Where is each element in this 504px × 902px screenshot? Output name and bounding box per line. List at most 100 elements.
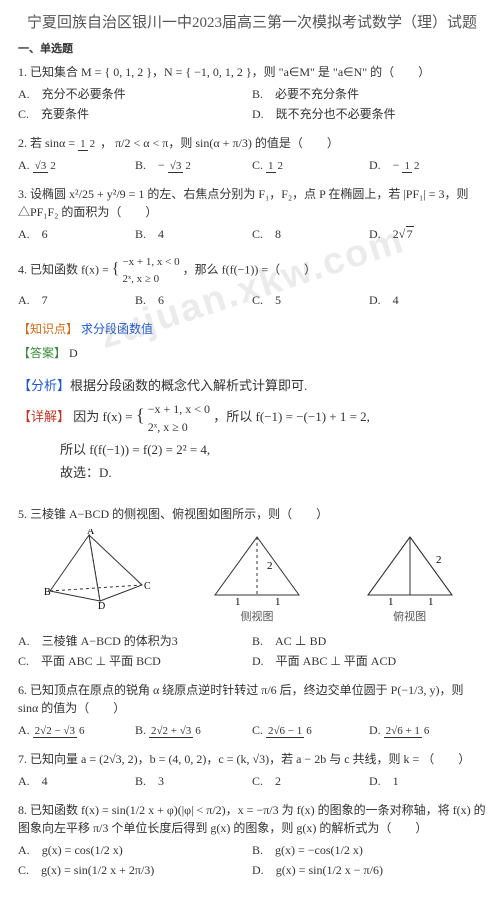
q8-b-lbl: B.: [252, 843, 263, 857]
question-6: 6. 已知顶点在原点的锐角 α 绕原点逆时针转过 π/6 后，终边交单位圆于 P…: [18, 681, 486, 740]
question-2: 2. 若 sinα = 12 ， π/2 < α < π，则 sin(α + π…: [18, 134, 486, 175]
svg-text:2: 2: [436, 554, 442, 566]
q2-option-a: A. √32: [18, 155, 135, 175]
q5-option-a: A. 三棱锥 A−BCD 的体积为3: [18, 631, 252, 651]
q2-expr: sin(α + π/3): [195, 136, 251, 150]
q8-option-a: A. g(x) = cos(1/2 x): [18, 840, 252, 860]
svg-text:D: D: [98, 601, 105, 609]
q3-option-a: A. 6: [18, 224, 135, 244]
q6-a-den: 6: [77, 725, 87, 737]
question-4: 4. 已知函数 f(x) = { −x + 1, x < 0 2ˣ, x ≥ 0…: [18, 254, 486, 310]
svg-text:B: B: [44, 587, 51, 598]
q2-a-lbl: A.: [18, 158, 30, 172]
q5-option-c: C. 平面 ABC ⊥ 平面 BCD: [18, 651, 252, 671]
q1-stem: 1. 已知集合 M = { 0, 1, 2 }，N = { −1, 0, 1, …: [18, 63, 486, 81]
q2-mid: ，: [100, 136, 112, 150]
q8-option-b: B. g(x) = −cos(1/2 x): [252, 840, 486, 860]
q8-option-d: D. g(x) = sin(1/2 x − π/6): [252, 860, 486, 880]
analysis-fx-label: 【分析】: [18, 378, 70, 393]
q2-b-lbl: B. −: [135, 158, 165, 172]
q2-d-num: 1: [402, 160, 412, 173]
q4-option-b: B. 6: [135, 290, 252, 310]
q2-option-d: D. − 12: [369, 155, 486, 175]
q1-option-d: D. 既不充分也不必要条件: [252, 104, 486, 124]
analysis-fx-text: 根据分段函数的概念代入解析式计算即可.: [70, 378, 307, 393]
answer-line: 【答案】 D: [18, 344, 486, 362]
analysis-l1a: 因为 f(x) =: [73, 408, 136, 423]
q2-stem: 2. 若 sinα = 12 ， π/2 < α < π，则 sin(α + π…: [18, 134, 486, 152]
q1-option-b: B. 必要不充分条件: [252, 84, 486, 104]
analysis-piece2: 2ˣ, x ≥ 0: [148, 420, 188, 434]
q2-range: π/2 < α < π: [115, 136, 168, 150]
q3-option-c: C. 8: [252, 224, 369, 244]
q6-c-num: 2√6 − 1: [266, 725, 304, 738]
q4-piece2: 2ˣ, x ≥ 0: [122, 273, 159, 285]
q1-option-a: A. 充分不必要条件: [18, 84, 252, 104]
svg-text:C: C: [144, 581, 151, 592]
q7-option-a: A. 4: [18, 771, 135, 791]
q2-tail: 的值是（ ）: [255, 136, 339, 150]
q4-option-c: C. 5: [252, 290, 369, 310]
q2-b-num: √3: [168, 160, 184, 173]
knowledge-point: 【知识点】 求分段函数值: [18, 320, 486, 338]
top-view-label: 俯视图: [360, 609, 460, 626]
q2-d-den: 2: [412, 160, 422, 172]
q2-b-den: 2: [183, 160, 193, 172]
analysis-l1b: ，所以 f(−1) = −(−1) + 1 = 2,: [213, 408, 370, 423]
q6-c-den: 6: [304, 725, 314, 737]
kp-label: 【知识点】: [18, 322, 78, 336]
q8-c-lbl: C.: [18, 863, 29, 877]
tetra-3d-icon: A B C D: [44, 529, 154, 626]
top-view-icon: 2 1 1 俯视图: [360, 529, 460, 626]
q3-eq: x²/25 + y²/9 = 1: [69, 187, 144, 201]
question-7: 7. 已知向量 a = (2√3, 2)，b = (4, 0, 2)，c = (…: [18, 750, 486, 791]
q2-a-num: √3: [33, 160, 49, 173]
q6-b-den: 6: [193, 725, 203, 737]
svg-text:1: 1: [275, 596, 281, 608]
q3-stem: 3. 设椭圆 x²/25 + y²/9 = 1 的左、右焦点分别为 F₁，F₂，…: [18, 185, 486, 221]
analysis-xq-label: 【详解】: [18, 408, 70, 423]
question-8: 8. 已知函数 f(x) = sin(1/2 x + φ)(|φ| < π/2)…: [18, 801, 486, 880]
q6-c-lbl: C.: [252, 723, 263, 737]
q3-option-d: D. 2 7: [369, 224, 486, 244]
section-heading: 一、单选题: [18, 41, 486, 58]
svg-text:A: A: [87, 529, 95, 537]
svg-text:1: 1: [235, 596, 241, 608]
analysis-block: 【分析】根据分段函数的概念代入解析式计算即可. 【详解】 因为 f(x) = {…: [18, 368, 486, 491]
q5-diagrams: A B C D 2 1 1 侧视图 2 1: [18, 529, 486, 626]
kp-text: 求分段函数值: [81, 322, 153, 336]
q2-d-lbl: D. −: [369, 158, 399, 172]
q2-pre: 2. 若: [18, 136, 42, 150]
q6-b-num: 2√2 + √3: [149, 725, 193, 738]
analysis-piece1: −x + 1, x < 0: [148, 402, 210, 416]
analysis-l2: 所以 f(f(−1)) = f(2) = 2² = 4,: [18, 440, 486, 460]
q6-b-lbl: B.: [135, 723, 146, 737]
svg-text:1: 1: [428, 596, 434, 608]
q8-option-c: C. g(x) = sin(1/2 x + 2π/3): [18, 860, 252, 880]
q6-option-b: B. 2√2 + √36: [135, 720, 252, 740]
q4-piece1: −x + 1, x < 0: [122, 256, 179, 268]
q7-option-c: C. 2: [252, 771, 369, 791]
q8-b-expr: g(x) = −cos(1/2 x): [275, 843, 363, 857]
q6-option-d: D. 2√6 + 16: [369, 720, 486, 740]
page-title: 宁夏回族自治区银川一中2023届高三第一次模拟考试数学（理）试题: [18, 12, 486, 35]
q1-option-c: C. 充要条件: [18, 104, 252, 124]
svg-text:1: 1: [388, 596, 394, 608]
q2-sin: sinα =: [45, 136, 75, 150]
question-5: 5. 三棱锥 A−BCD 的侧视图、俯视图如图所示，则（ ） A B C D 2…: [18, 505, 486, 672]
q6-a-lbl: A.: [18, 723, 30, 737]
q8-stem: 8. 已知函数 f(x) = sin(1/2 x + φ)(|φ| < π/2)…: [18, 801, 486, 837]
q6-d-lbl: D.: [369, 723, 381, 737]
ans-label: 【答案】: [18, 346, 66, 360]
q3-d-lbl: D. 2: [369, 227, 399, 241]
svg-text:2: 2: [267, 560, 273, 572]
q6-option-a: A. 2√2 − √36: [18, 720, 135, 740]
question-1: 1. 已知集合 M = { 0, 1, 2 }，N = { −1, 0, 1, …: [18, 63, 486, 124]
q2-c-den: 2: [276, 160, 286, 172]
q4-post: ，那么 f(f(−1)) =（ ）: [183, 262, 317, 276]
q4-option-a: A. 7: [18, 290, 135, 310]
q3-d-rad: 7: [406, 226, 414, 241]
q5-stem: 5. 三棱锥 A−BCD 的侧视图、俯视图如图所示，则（ ）: [18, 505, 486, 523]
q7-option-b: B. 3: [135, 771, 252, 791]
q5-option-b: B. AC ⊥ BD: [252, 631, 486, 651]
